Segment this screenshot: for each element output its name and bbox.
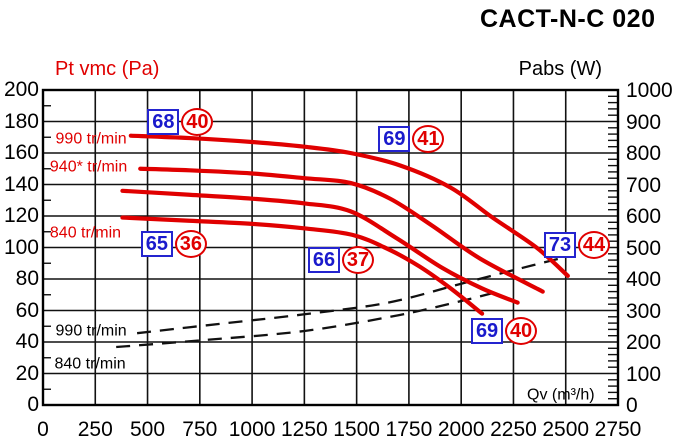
y-left-tick-label: 80 [15,267,39,290]
sound-level-circle-value: 44 [578,230,611,259]
x-tick-label: 500 [130,418,166,441]
y-left-tick-label: 60 [15,298,39,322]
sound-level-circle-value: 40 [181,108,214,137]
y-right-tick-label: 800 [626,142,662,165]
y-left-tick-label: 40 [15,330,39,353]
sound-level-label: 69 41 [378,124,445,153]
sound-level-circle-value: 36 [174,230,207,259]
sound-level-label: 68 40 [147,108,214,137]
fan-curve [120,215,485,316]
sound-level-box-value: 66 [307,246,340,273]
sound-level-label: 73 44 [544,230,611,259]
x-tick-label: 2750 [594,418,642,441]
x-tick-label: 1250 [281,418,328,441]
y-right-axis-title: Pabs (W) [518,58,602,80]
curve-inline-label: Qv (m³/h) [527,386,595,404]
y-right-tick-label: 200 [626,331,662,354]
curve-inline-label: 990 tr/min [55,322,127,340]
curve-inline-label: 840 tr/min [49,224,122,242]
y-right-tick-label: 400 [626,268,662,291]
y-left-tick-label: 0 [27,393,39,416]
y-left-axis-title: Pt vmc (Pa) [55,58,160,80]
sound-level-label: 66 37 [307,245,374,274]
y-right-tick-label: 1000 [626,79,673,102]
fan-curve [138,166,545,294]
sound-level-label: 69 40 [471,316,538,345]
y-right-tick-label: 300 [626,299,662,323]
x-tick-label: 0 [37,418,49,441]
sound-level-box-value: 69 [378,125,411,152]
y-right-tick-label: 900 [626,110,662,134]
x-tick-label: 250 [77,418,113,441]
y-left-tick-label: 100 [3,235,39,259]
y-left-tick-label: 20 [15,361,39,385]
x-tick-label: 2000 [437,418,485,441]
x-tick-label: 1750 [385,418,433,441]
y-right-tick-label: 500 [626,236,662,260]
sound-level-circle-value: 41 [412,124,445,153]
x-tick-label: 2250 [490,418,537,441]
curve-inline-label: 990 tr/min [55,130,127,148]
x-tick-label: 750 [182,418,218,441]
plot-border [41,88,620,407]
x-tick-label: 1500 [333,418,380,441]
fan-curve [120,188,520,305]
sound-level-circle-value: 37 [341,245,374,274]
sound-level-circle-value: 40 [505,316,538,345]
curve-inline-label: 840 tr/min [54,355,126,373]
sound-level-box-value: 68 [147,109,180,136]
y-right-tick-label: 100 [626,362,662,386]
sound-level-box-value: 73 [544,231,577,258]
curve-inline-label: 940* tr/min [49,158,128,176]
y-right-tick-label: 600 [626,205,662,228]
power-curve [136,255,567,335]
y-right-tick-label: 700 [626,173,662,197]
sound-level-box-value: 65 [140,231,173,258]
x-tick-label: 1000 [228,418,276,441]
power-curve [116,292,493,349]
y-left-tick-label: 180 [3,109,39,133]
page-title: CACT-N-C 020 [480,5,656,33]
sound-level-box-value: 69 [471,317,504,344]
y-left-tick-label: 200 [3,78,39,101]
y-left-tick-label: 160 [3,141,39,164]
sound-level-label: 65 36 [140,230,207,259]
x-tick-label: 2500 [542,418,590,441]
y-left-tick-label: 140 [3,172,39,196]
fan-curve [128,133,570,278]
y-left-tick-label: 120 [3,204,39,227]
y-right-tick-label: 0 [626,394,638,417]
